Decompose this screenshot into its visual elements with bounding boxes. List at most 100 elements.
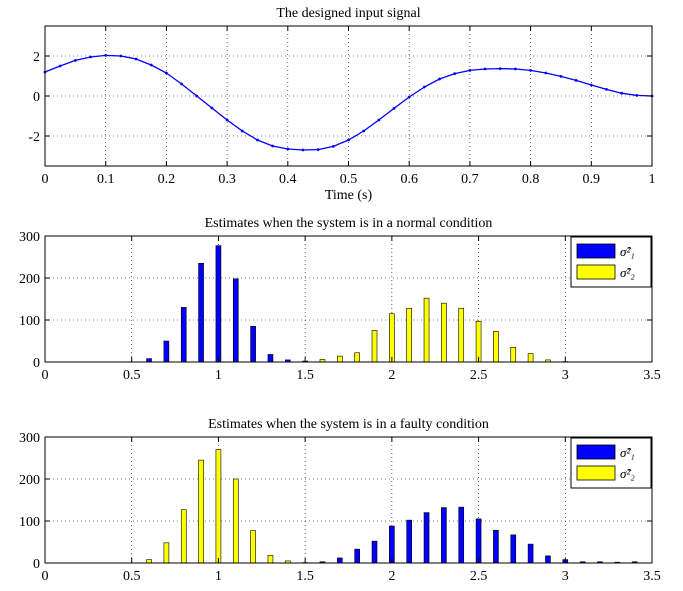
data-point <box>635 94 639 97</box>
y-tick-label: 0 <box>33 90 40 105</box>
bar <box>458 307 465 363</box>
bar <box>163 340 170 363</box>
x-tick-label: 0.6 <box>400 172 418 187</box>
y-tick-label: 200 <box>19 473 40 488</box>
grid <box>45 26 652 166</box>
axes-frame <box>44 235 653 363</box>
data-point <box>377 118 381 122</box>
chart-panel-3: 0 0.5 1 1.5 2 2.5 3 3.5 0 100 200 300 Estimates when… <box>19 417 661 584</box>
bar <box>475 518 482 564</box>
legend-label: σ̂²₂ <box>620 265 635 280</box>
bar <box>475 320 482 363</box>
data-point <box>119 54 123 58</box>
bar <box>441 302 447 363</box>
x-tick-label: 2.5 <box>470 569 488 584</box>
bar <box>267 354 274 363</box>
data-point <box>58 64 62 68</box>
data-point <box>240 129 244 133</box>
x-tick-label: 3.5 <box>643 368 661 383</box>
y-tick-label: 200 <box>19 272 40 287</box>
data-point <box>331 145 335 148</box>
bar <box>389 313 395 363</box>
bar <box>458 506 465 564</box>
x-tick-label: 1 <box>649 172 656 187</box>
data-point <box>180 82 183 86</box>
data-point <box>438 77 441 81</box>
data-point <box>73 59 77 62</box>
data-point <box>422 85 426 89</box>
plot-area <box>45 236 652 362</box>
y-tick-label: 100 <box>19 515 40 530</box>
data-point <box>134 57 138 61</box>
y-tick-label: 2 <box>33 50 40 65</box>
series-1-bars <box>319 506 638 564</box>
data-point <box>559 75 563 78</box>
axes-frame <box>44 436 653 564</box>
x-tick-label: 1 <box>215 368 222 383</box>
data-point <box>165 71 168 75</box>
x-tick-label: 0.5 <box>340 172 358 187</box>
x-tick-label: 0.1 <box>97 172 115 187</box>
bar <box>371 330 378 363</box>
data-point <box>316 148 320 152</box>
data-point <box>89 55 92 59</box>
bar <box>527 353 534 363</box>
x-tick-label: 0.3 <box>218 172 236 187</box>
x-tick-label: 3 <box>562 368 569 383</box>
chart-title: The designed input signal <box>276 6 420 21</box>
data-point <box>498 67 502 70</box>
x-tick-label: 0.7 <box>461 172 479 187</box>
bar <box>493 331 499 363</box>
x-tick-label: 0 <box>42 172 49 187</box>
data-point <box>407 95 411 99</box>
bar <box>441 507 447 564</box>
bar <box>198 459 204 564</box>
bar <box>250 325 256 363</box>
data-point <box>301 148 305 152</box>
data-point <box>256 138 259 142</box>
bar <box>215 449 222 564</box>
x-tick-label: 0 <box>42 569 49 584</box>
x-axis-label: Time (s) <box>325 188 373 203</box>
x-tick-label: 0.2 <box>158 172 176 187</box>
data-point <box>605 88 608 91</box>
chart-panel-2: 0 0.5 1 1.5 2 2.5 3 3.5 0 100 200 300 Estimates when… <box>19 216 661 383</box>
bar <box>510 346 517 363</box>
data-point <box>589 83 593 87</box>
bar <box>180 509 187 564</box>
series-markers <box>43 54 654 152</box>
x-tick-label: 3.5 <box>643 569 661 584</box>
data-point <box>483 67 487 71</box>
chart-panel-1: 0 0.1 0.2 0.3 0.4 0.5 0.6 0.7 0.8 0.9 1 -2 0 2 The des… <box>28 6 655 203</box>
data-point <box>210 106 214 110</box>
x-tick-label: 1.5 <box>296 368 314 383</box>
data-point <box>149 63 153 67</box>
data-point <box>195 94 199 98</box>
data-point <box>271 144 275 148</box>
legend-label: σ̂²₂ <box>620 466 635 481</box>
data-point <box>468 69 472 72</box>
y-tick-label: -2 <box>28 130 40 145</box>
x-tick-label: 0 <box>42 368 49 383</box>
bar <box>250 530 256 564</box>
plot-area <box>45 437 652 563</box>
data-point <box>544 71 548 75</box>
data-point <box>453 72 457 75</box>
data-point <box>225 118 229 122</box>
bar <box>545 555 551 564</box>
data-point <box>362 129 366 133</box>
x-tick-label: 2 <box>388 368 395 383</box>
x-tick-label: 0.8 <box>522 172 540 187</box>
bar <box>232 478 239 564</box>
legend-swatch <box>576 444 616 460</box>
bar <box>354 352 360 363</box>
bar <box>493 529 499 564</box>
data-point <box>104 54 108 57</box>
legend-swatch <box>576 243 616 259</box>
bar <box>163 542 170 564</box>
x-tick-label: 0.5 <box>123 569 141 584</box>
x-tick-label: 3 <box>562 569 569 584</box>
legend-swatch <box>576 264 616 280</box>
bar <box>423 297 430 363</box>
